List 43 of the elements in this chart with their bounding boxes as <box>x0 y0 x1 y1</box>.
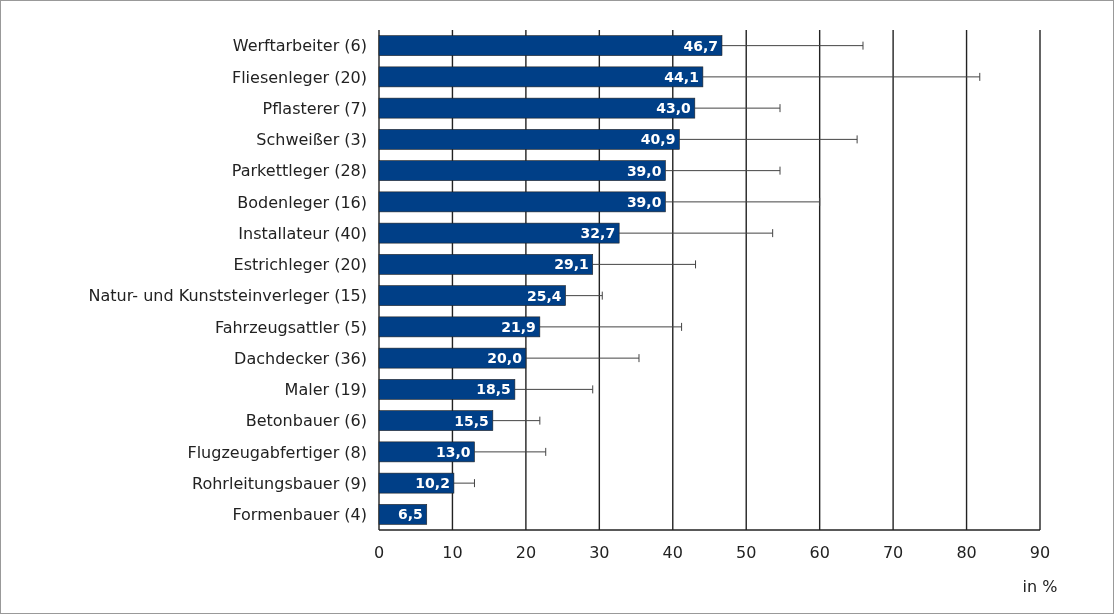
y-tick-label: Formenbauer (4) <box>232 505 367 525</box>
y-tick-label: Fliesenleger (20) <box>231 67 367 87</box>
y-tick-label: Natur- und Kunststeinverleger (15) <box>88 286 367 306</box>
data-label: 40,9 <box>640 131 676 148</box>
data-label: 10,2 <box>415 475 450 492</box>
x-tick-label: 0 <box>373 543 385 562</box>
y-tick-label: Flugzeugabfertiger (8) <box>187 442 367 462</box>
data-label: 15,5 <box>454 412 489 429</box>
y-tick-label: Installateur (40) <box>238 223 367 243</box>
y-tick-label: Parkettleger (28) <box>231 161 367 181</box>
data-label: 39,0 <box>626 193 662 210</box>
x-tick-label: 50 <box>736 543 757 562</box>
x-tick-label: 90 <box>1029 543 1051 562</box>
y-tick-label: Werftarbeiter (6) <box>232 36 367 56</box>
data-label: 13,0 <box>435 443 471 460</box>
x-tick-label: 80 <box>956 543 977 562</box>
y-tick-label: Bodenleger (16) <box>237 192 367 212</box>
data-label: 29,1 <box>554 256 589 273</box>
y-tick-label: Maler (19) <box>284 380 367 400</box>
x-axis-title: in % <box>1022 577 1058 596</box>
data-label: 43,0 <box>656 100 692 117</box>
data-label: 32,7 <box>580 225 616 242</box>
x-tick-label: 20 <box>515 543 537 562</box>
x-tick-label: 60 <box>809 543 830 562</box>
data-label: 20,0 <box>487 350 523 367</box>
x-tick-label: 30 <box>589 543 610 562</box>
y-tick-label: Dachdecker (36) <box>234 348 367 368</box>
data-label: 18,5 <box>476 381 511 398</box>
data-label: 46,7 <box>683 37 718 54</box>
y-tick-label: Rohrleitungsbauer (9) <box>192 473 367 493</box>
y-tick-label: Fahrzeugsattler (5) <box>214 317 367 337</box>
x-tick-label: 70 <box>882 543 904 562</box>
x-tick-label: 40 <box>662 543 683 562</box>
y-tick-label: Estrichleger (20) <box>233 255 367 275</box>
y-tick-label: Pflasterer (7) <box>262 98 367 118</box>
data-label: 21,9 <box>501 318 536 335</box>
data-label: 44,1 <box>664 68 699 85</box>
y-tick-label: Schweißer (3) <box>256 130 367 150</box>
x-tick-label: 10 <box>442 543 463 562</box>
data-label: 25,4 <box>527 287 562 304</box>
data-label: 39,0 <box>626 162 662 179</box>
data-label: 6,5 <box>397 506 423 523</box>
y-tick-label: Betonbauer (6) <box>245 411 367 431</box>
